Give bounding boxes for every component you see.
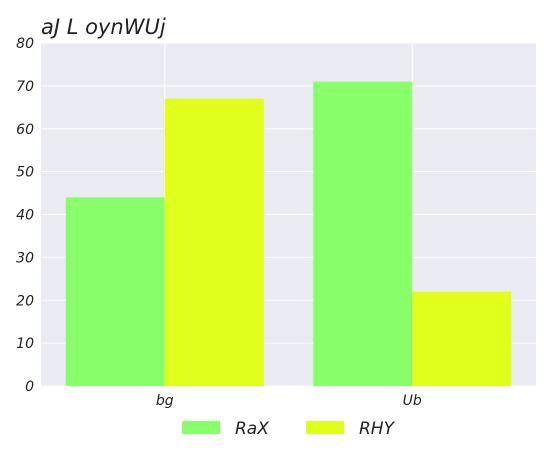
- legend-label-rhy: RHY: [359, 419, 396, 439]
- y-axis: 0 10 20 30 40 50 60 70 80: [16, 36, 34, 395]
- y-tick-label: 30: [16, 250, 34, 266]
- y-tick-label: 50: [16, 165, 34, 181]
- y-tick-label: 40: [16, 208, 34, 224]
- y-tick-label: 0: [25, 379, 34, 395]
- x-tick-label: bg: [156, 393, 174, 409]
- bar-rhy-ub: [412, 291, 512, 386]
- bars: [65, 81, 512, 387]
- x-axis: bg Ub: [156, 393, 422, 409]
- y-tick-label: 20: [16, 293, 34, 309]
- legend: RaX RHY: [182, 419, 396, 439]
- bar-rax-bg: [65, 197, 165, 386]
- legend-swatch-rax: [182, 421, 220, 434]
- y-tick-label: 10: [16, 336, 34, 352]
- y-tick-label: 60: [16, 122, 34, 138]
- chart-title: aJ L oynWUj: [41, 15, 166, 39]
- bar-rax-ub: [313, 81, 413, 387]
- legend-label-rax: RaX: [235, 419, 269, 439]
- bar-rhy-bg: [164, 98, 264, 387]
- x-tick-label: Ub: [403, 393, 422, 409]
- y-tick-label: 70: [16, 79, 34, 95]
- y-tick-label: 80: [16, 36, 34, 52]
- legend-swatch-rhy: [306, 421, 344, 434]
